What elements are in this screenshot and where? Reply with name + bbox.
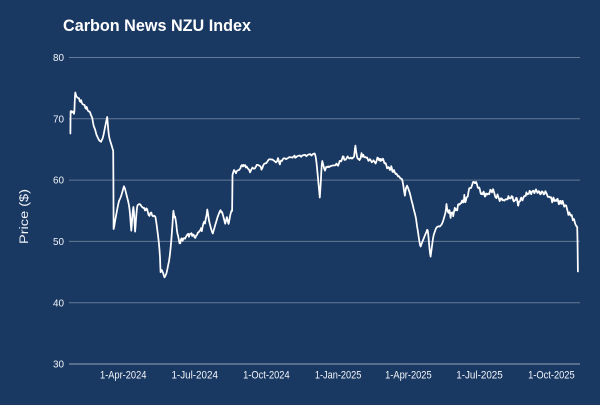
svg-text:50: 50 [53,236,64,248]
svg-text:80: 80 [53,52,64,64]
svg-text:60: 60 [53,175,64,187]
svg-text:1-Jan-2025: 1-Jan-2025 [315,369,362,381]
svg-text:40: 40 [53,297,64,309]
svg-text:1-Oct-2025: 1-Oct-2025 [528,369,575,381]
svg-text:1-Oct-2024: 1-Oct-2024 [243,369,290,381]
svg-text:1-Jul-2024: 1-Jul-2024 [171,369,218,381]
svg-text:1-Apr-2024: 1-Apr-2024 [100,369,147,381]
svg-text:70: 70 [53,113,64,125]
svg-text:1-Jul-2025: 1-Jul-2025 [456,369,503,381]
svg-text:Carbon News NZU Index: Carbon News NZU Index [63,16,252,35]
svg-text:30: 30 [53,359,64,371]
svg-text:Price ($): Price ($) [19,189,31,244]
svg-text:1-Apr-2025: 1-Apr-2025 [385,369,432,381]
